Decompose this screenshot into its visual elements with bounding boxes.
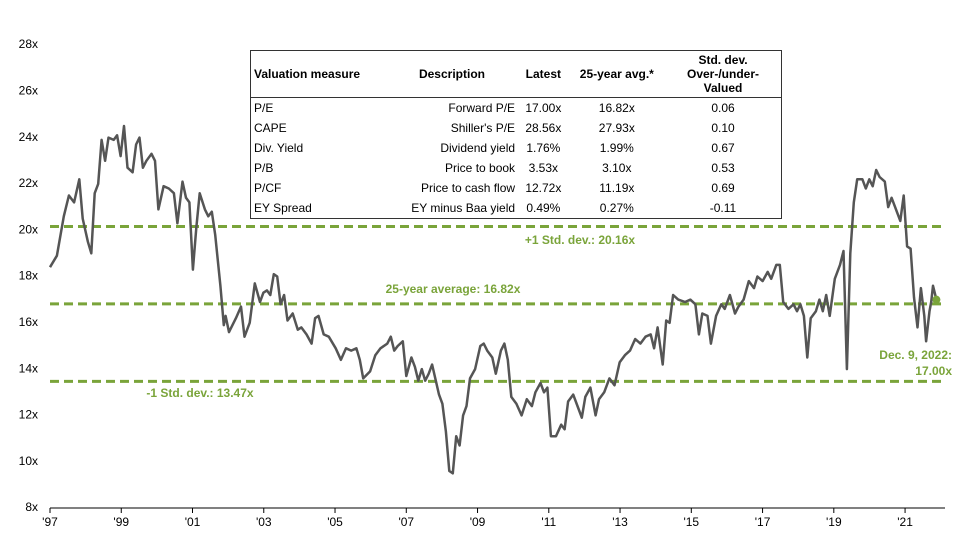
valuation-table: Valuation measure Description Latest 25-yea…	[250, 50, 782, 219]
table-cell: 11.19x	[599, 181, 635, 195]
y-tick-label: 28x	[19, 37, 38, 51]
y-tick-label: 26x	[19, 83, 38, 97]
table-cell: 0.06	[711, 101, 735, 115]
table-cell: 28.56x	[525, 121, 562, 135]
reference-label: -1 Std. dev.: 13.47x	[146, 386, 253, 400]
x-tick-label: '97	[42, 515, 58, 529]
table-cell: 1.99%	[599, 141, 634, 155]
table-cell: Price to book	[445, 161, 516, 175]
table-cell: 3.53x	[528, 161, 559, 175]
table-cell: CAPE	[254, 121, 287, 135]
reference-label: 25-year average: 16.82x	[386, 282, 521, 296]
table-cell: P/B	[254, 161, 274, 175]
table-header-cell: Description	[385, 50, 519, 98]
x-tick-label: '09	[470, 515, 486, 529]
table-cell: Shiller's P/E	[450, 121, 516, 135]
annotation: 17.00x	[915, 364, 952, 378]
x-tick-label: '13	[612, 515, 628, 529]
table-cell: Dividend yield	[440, 141, 516, 155]
y-tick-label: 22x	[19, 176, 38, 190]
y-tick-label: 8x	[25, 500, 38, 514]
table-row: P/B Price to book 3.53x 3.10x 0.53	[251, 158, 782, 178]
table-header-cell: 25-year avg.*	[568, 50, 665, 98]
table-cell: 16.82x	[598, 101, 635, 115]
table-cell: -0.11	[709, 201, 737, 215]
table-cell: EY Spread	[254, 201, 312, 215]
table-row: EY Spread EY minus Baa yield 0.49% 0.27% -0.…	[251, 198, 782, 219]
table-header-cell: Latest	[518, 50, 569, 98]
y-tick-label: 24x	[19, 130, 38, 144]
table-cell: P/CF	[254, 181, 282, 195]
table-cell: 0.10	[711, 121, 735, 135]
x-tick-label: '21	[897, 515, 913, 529]
table-cell: 27.93x	[598, 121, 635, 135]
pe-line	[48, 124, 938, 475]
table-cell: Forward P/E	[448, 101, 516, 115]
x-tick-label: '15	[683, 515, 699, 529]
y-tick-label: 20x	[19, 222, 38, 236]
table-row: P/E Forward P/E 17.00x 16.82x 0.06	[251, 98, 782, 119]
y-tick-label: 18x	[19, 269, 38, 283]
table-cell: 12.72x	[525, 181, 562, 195]
table-header: Valuation measure Description Latest 25-yea…	[250, 50, 782, 98]
annotation: Dec. 9, 2022:	[879, 348, 952, 362]
reference-label: +1 Std. dev.: 20.16x	[525, 233, 635, 247]
y-tick-label: 10x	[19, 454, 38, 468]
table-cell: 0.53	[711, 161, 735, 175]
y-tick-label: 16x	[19, 315, 38, 329]
x-tick-label: '19	[826, 515, 842, 529]
table-cell: 0.49%	[526, 201, 561, 215]
table-header-cell: Std. dev. Over-/under-Valued	[665, 50, 782, 98]
y-tick-label: 14x	[19, 361, 38, 375]
x-tick-label: '99	[113, 515, 129, 529]
x-tick-label: '11	[541, 515, 556, 529]
table-cell: P/E	[254, 101, 274, 115]
x-tick-label: '17	[755, 515, 771, 529]
table-cell: EY minus Baa yield	[411, 201, 516, 215]
table-header-cell: Valuation measure	[250, 50, 386, 98]
latest-point	[932, 295, 941, 304]
table-row: Div. Yield Dividend yield 1.76% 1.99% 0.67	[251, 138, 782, 158]
table-cell: 0.67	[711, 141, 735, 155]
table-row: P/CF Price to cash flow 12.72x 11.19x 0.69	[251, 178, 782, 198]
table-cell: 1.76%	[526, 141, 561, 155]
table-cell: 17.00x	[525, 101, 562, 115]
x-tick-label: '05	[327, 515, 343, 529]
x-tick-label: '07	[398, 515, 414, 529]
table-row: CAPE Shiller's P/E 28.56x 27.93x 0.10	[251, 118, 782, 138]
y-tick-label: 12x	[19, 408, 38, 422]
x-tick-label: '01	[185, 515, 201, 529]
table-cell: Div. Yield	[254, 141, 304, 155]
table-cell: 0.69	[711, 181, 735, 195]
x-tick-label: '03	[256, 515, 272, 529]
table-cell: Price to cash flow	[421, 181, 516, 195]
table-cell: 0.27%	[599, 201, 634, 215]
table-cell: 3.10x	[602, 161, 632, 175]
